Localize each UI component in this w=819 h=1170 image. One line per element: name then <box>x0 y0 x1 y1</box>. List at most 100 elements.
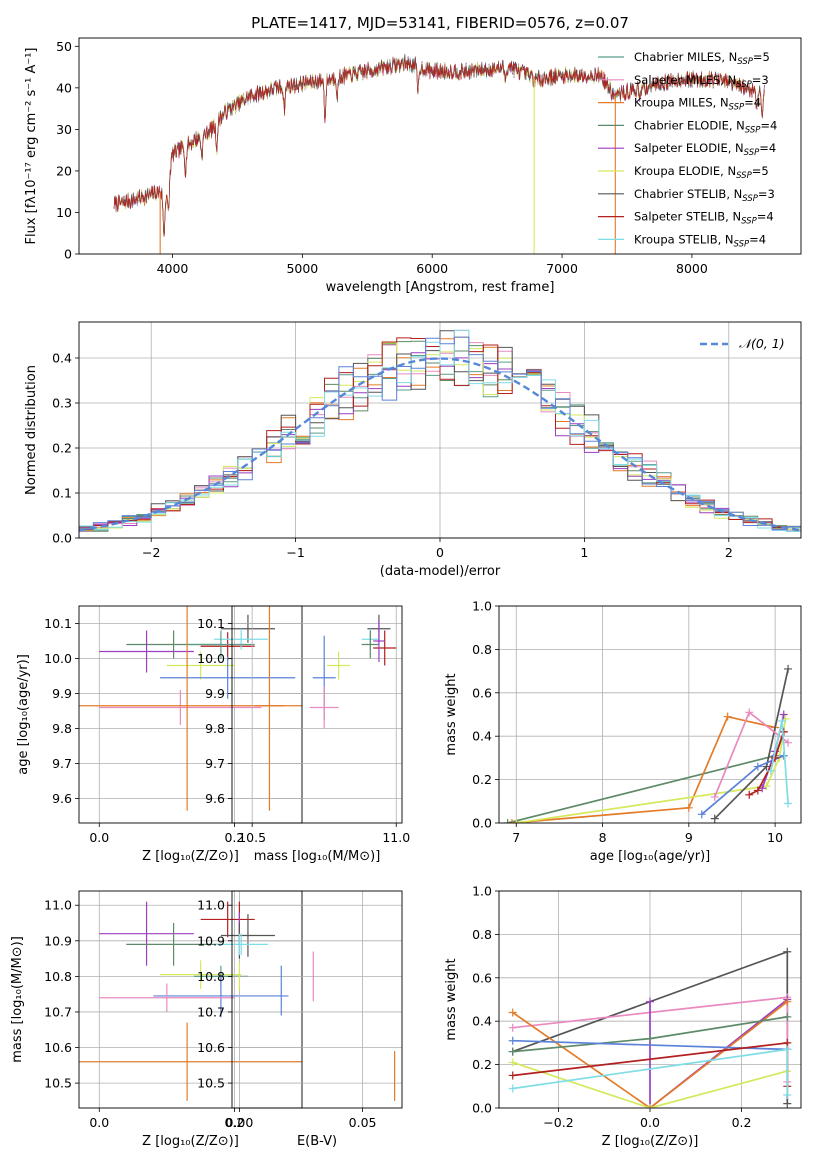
legend-subscript: SSP <box>736 80 752 90</box>
weight-marker <box>710 792 719 801</box>
legend-label: Salpeter ELODIE, N <box>634 141 744 155</box>
y-tick-label: 10.6 <box>197 1040 225 1055</box>
spectrum-panel: 4000 5000 6000 7000 8000 0 10 20 30 40 50 wavelengt… <box>24 14 802 295</box>
y-tick-label: 0.4 <box>472 1014 492 1029</box>
y-tick-label: 10.0 <box>44 651 72 666</box>
y-tick-label: 30 <box>56 122 72 137</box>
weight-vs-age-panel: 7 8 9 10 0.0 0.2 0.4 0.6 0.8 1.0 age [log₁₀(age/yr… <box>444 599 802 864</box>
legend-subscript: SSP <box>745 125 761 135</box>
weight-marker <box>646 997 654 1006</box>
y-tick-label: 0.2 <box>472 1057 492 1072</box>
plot-frame <box>231 605 403 824</box>
weight-marker <box>697 810 706 819</box>
x-tick-label: 10 <box>767 830 783 845</box>
y-tick-label: 10.1 <box>197 616 225 631</box>
y-axis-label: age [log₁₀(age/yr)] <box>16 654 31 775</box>
y-axis-label: mass [log₁₀(M/M⊙)] <box>10 936 25 1063</box>
legend-subscript: SSP <box>737 57 753 67</box>
y-tick-label: 40 <box>56 80 72 95</box>
y-tick-label: 9.9 <box>52 686 72 701</box>
y-tick-label: 11.0 <box>197 898 225 913</box>
weight-marker <box>753 786 762 795</box>
legend-count: =4 <box>759 141 776 155</box>
legend-entry: Salpeter ELODIE, NSSP=4 <box>634 141 776 158</box>
x-axis-label: (data-model)/error <box>380 564 501 579</box>
x-axis-label: Z [log₁₀(Z/Z⊙)] <box>142 849 239 864</box>
legend-entry: Chabrier MILES, NSSP=5 <box>634 50 770 67</box>
legend-entry: Kroupa MILES, NSSP=4 <box>634 96 761 113</box>
y-tick-label: 10.0 <box>197 651 225 666</box>
legend-entry: Salpeter MILES, NSSP=3 <box>634 73 769 90</box>
chart-title: PLATE=1417, MJD=53141, FIBERID=0576, z=0… <box>251 14 629 32</box>
y-axis-label: Flux [fλ10⁻¹⁷ erg cm⁻² s⁻¹ A⁻¹] <box>24 48 39 245</box>
x-tick-label: 8 <box>599 830 607 845</box>
plot-frame <box>78 37 802 255</box>
normal-curve <box>79 357 801 532</box>
x-tick-label: −2 <box>142 545 160 560</box>
y-tick-label: 10.9 <box>197 933 225 948</box>
y-tick-label: 0.3 <box>52 396 72 411</box>
weight-marker <box>783 1099 792 1108</box>
x-axis-label: E(B-V) <box>297 1134 337 1149</box>
y-tick-label: 20 <box>56 163 72 178</box>
x-axis-label: Z [log₁₀(Z/Z⊙)] <box>142 1134 239 1149</box>
legend-count: =4 <box>744 96 761 110</box>
weight-marker <box>646 1104 654 1108</box>
y-tick-label: 10.7 <box>44 1004 72 1019</box>
y-tick-label: 0.4 <box>52 351 72 366</box>
plot-frame <box>78 321 802 539</box>
y-tick-label: 10.9 <box>44 933 72 948</box>
y-tick-label: 0.8 <box>472 642 492 657</box>
y-tick-label: 50 <box>56 39 72 54</box>
plot-area <box>238 901 396 1101</box>
y-tick-label: 0.2 <box>472 772 492 787</box>
y-tick-label: 9.8 <box>52 721 72 736</box>
legend-label: Kroupa ELODIE, N <box>634 164 736 178</box>
weight-marker <box>783 1090 792 1099</box>
x-tick-label: 0.05 <box>349 1115 377 1130</box>
weight-marker <box>766 766 775 775</box>
weight-marker <box>784 799 793 808</box>
x-axis-label: Z [log₁₀(Z/Z⊙)] <box>602 1134 699 1149</box>
legend-count: =4 <box>749 232 766 246</box>
y-tick-label: 0.6 <box>472 685 492 700</box>
legend-label: Kroupa STELIB, N <box>634 232 734 246</box>
plot-frame <box>231 890 403 1109</box>
legend-subscript: SSP <box>744 148 760 158</box>
legend-subscript: SSP <box>734 239 750 249</box>
y-axis-label: mass weight <box>444 958 459 1040</box>
legend-entry: Chabrier STELIB, NSSP=3 <box>634 187 775 204</box>
y-tick-label: 0.0 <box>472 816 492 831</box>
x-tick-label: 6000 <box>416 261 448 276</box>
weight-marker <box>784 664 793 673</box>
y-axis-label: mass weight <box>444 673 459 755</box>
y-tick-label: 10.8 <box>44 969 72 984</box>
x-tick-label: 11.0 <box>382 830 410 845</box>
weight-marker <box>723 712 732 721</box>
weight-marker <box>783 947 792 956</box>
x-tick-label: 5000 <box>286 261 318 276</box>
y-tick-label: 10.1 <box>44 616 72 631</box>
plot-area <box>79 901 302 1101</box>
legend-subscript: SSP <box>741 217 757 227</box>
y-tick-label: 0.0 <box>52 531 72 546</box>
weight-marker <box>508 1047 517 1056</box>
y-tick-label: 9.8 <box>205 721 225 736</box>
legend-label: Salpeter MILES, N <box>634 73 736 87</box>
x-tick-label: −1 <box>286 545 304 560</box>
weight-vs-metallicity-panel: −0.2 0.0 0.2 0.0 0.2 0.4 0.6 0.8 1.0 Z [log₁₀(Z/Z… <box>444 884 802 1149</box>
legend-label: Chabrier STELIB, N <box>634 187 742 201</box>
legend-count: =3 <box>758 187 775 201</box>
legend-count: =5 <box>752 164 769 178</box>
weight-series <box>511 715 776 823</box>
weight-marker <box>783 1012 792 1021</box>
legend-count: =3 <box>752 73 769 87</box>
x-tick-label: 4000 <box>157 261 189 276</box>
y-tick-label: 10 <box>56 205 72 220</box>
x-axis-label: mass [log₁₀(M/M⊙)] <box>254 849 381 864</box>
y-tick-label: 0.8 <box>472 927 492 942</box>
x-tick-label: −0.2 <box>543 1115 573 1130</box>
weight-marker <box>512 819 521 823</box>
weight-marker <box>646 1034 654 1043</box>
